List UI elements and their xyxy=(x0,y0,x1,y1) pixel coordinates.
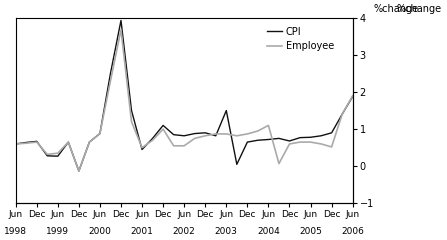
CPI xyxy=(76,170,81,173)
CPI xyxy=(297,136,303,139)
CPI xyxy=(234,163,240,166)
CPI xyxy=(287,139,292,142)
CPI xyxy=(224,109,229,112)
Employee xyxy=(329,145,334,148)
CPI xyxy=(66,141,71,144)
Employee xyxy=(76,170,81,173)
Employee xyxy=(202,134,208,137)
Employee xyxy=(224,132,229,135)
Line: Employee: Employee xyxy=(16,30,353,171)
Text: 2002: 2002 xyxy=(173,227,195,236)
Text: %change: %change xyxy=(396,4,442,14)
Employee xyxy=(24,142,29,145)
CPI xyxy=(45,154,50,157)
Text: 2005: 2005 xyxy=(299,227,322,236)
Employee xyxy=(287,143,292,145)
Employee xyxy=(181,144,187,147)
CPI xyxy=(129,109,134,112)
Employee xyxy=(118,28,124,31)
Text: 1998: 1998 xyxy=(4,227,27,236)
Employee xyxy=(160,128,166,131)
CPI xyxy=(150,137,155,140)
CPI xyxy=(276,137,282,140)
CPI xyxy=(318,134,324,137)
Employee xyxy=(255,130,261,132)
Text: 2004: 2004 xyxy=(257,227,280,236)
CPI xyxy=(329,131,334,134)
Employee xyxy=(234,134,240,137)
CPI xyxy=(171,133,176,136)
Line: CPI: CPI xyxy=(16,20,353,171)
Employee xyxy=(87,141,92,144)
CPI xyxy=(24,141,29,144)
Y-axis label: %change: %change xyxy=(374,4,419,14)
Employee xyxy=(13,143,18,145)
Text: 2006: 2006 xyxy=(341,227,364,236)
CPI xyxy=(108,72,113,75)
Employee xyxy=(171,144,176,147)
CPI xyxy=(245,141,250,144)
CPI xyxy=(87,141,92,144)
Employee xyxy=(276,162,282,165)
Employee xyxy=(339,113,345,116)
Employee xyxy=(297,141,303,144)
CPI xyxy=(192,132,198,135)
CPI xyxy=(139,148,145,151)
Employee xyxy=(245,132,250,135)
Legend: CPI, Employee: CPI, Employee xyxy=(263,23,337,55)
Employee xyxy=(34,141,39,144)
CPI xyxy=(350,95,355,98)
Employee xyxy=(350,94,355,97)
CPI xyxy=(202,131,208,134)
Employee xyxy=(266,124,271,127)
Employee xyxy=(139,146,145,149)
CPI xyxy=(266,138,271,141)
CPI xyxy=(97,132,103,135)
CPI xyxy=(160,124,166,127)
Employee xyxy=(108,79,113,82)
CPI xyxy=(55,155,60,158)
Employee xyxy=(192,137,198,140)
Text: 2003: 2003 xyxy=(215,227,238,236)
CPI xyxy=(181,134,187,137)
CPI xyxy=(339,113,345,116)
CPI xyxy=(255,139,261,142)
CPI xyxy=(13,143,18,145)
Text: 2001: 2001 xyxy=(131,227,153,236)
Employee xyxy=(45,153,50,156)
Employee xyxy=(308,141,313,144)
Employee xyxy=(318,143,324,145)
CPI xyxy=(118,19,124,22)
CPI xyxy=(213,134,219,137)
Employee xyxy=(213,132,219,135)
Employee xyxy=(55,152,60,155)
Text: 1999: 1999 xyxy=(46,227,69,236)
CPI xyxy=(308,136,313,139)
Employee xyxy=(129,120,134,123)
Employee xyxy=(150,139,155,142)
Employee xyxy=(97,132,103,135)
Employee xyxy=(66,141,71,144)
Text: 2000: 2000 xyxy=(89,227,111,236)
CPI xyxy=(34,140,39,143)
